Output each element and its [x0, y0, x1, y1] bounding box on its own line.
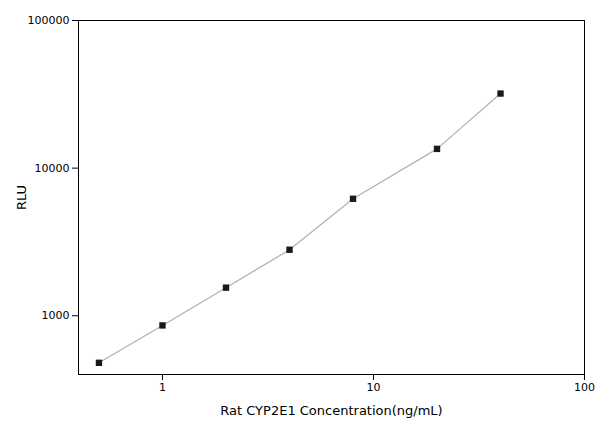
- svg-text:10: 10: [366, 381, 380, 394]
- svg-text:1: 1: [159, 381, 166, 394]
- svg-text:10000: 10000: [35, 162, 70, 175]
- svg-text:RLU: RLU: [14, 185, 29, 210]
- svg-text:100: 100: [574, 381, 595, 394]
- svg-text:Rat CYP2E1 Concentration(ng/mL: Rat CYP2E1 Concentration(ng/mL): [220, 403, 442, 418]
- svg-text:100000: 100000: [28, 14, 70, 27]
- svg-text:1000: 1000: [42, 309, 70, 322]
